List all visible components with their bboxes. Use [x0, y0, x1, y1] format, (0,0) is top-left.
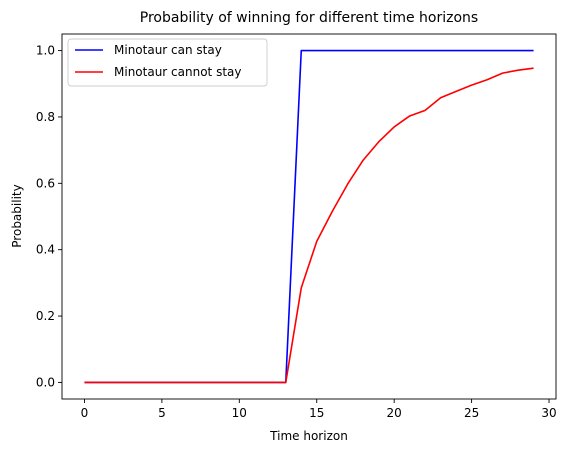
plot-frame	[61, 33, 557, 400]
y-tick-label: 0.2	[36, 309, 55, 323]
x-tick-label: 5	[158, 406, 166, 420]
series-line-minotaur-can-stay	[84, 49, 534, 384]
legend: Minotaur can stay Minotaur cannot stay	[67, 38, 268, 87]
x-tick-label: 10	[232, 406, 247, 420]
tick-group: 0 5 10 15 20 25 30 0.0 0.2 0.4 0.6 0.8 1.0	[36, 44, 557, 420]
legend-label-can-stay: Minotaur can stay	[114, 43, 222, 57]
x-tick-label: 15	[309, 406, 324, 420]
x-tick-label: 30	[541, 406, 556, 420]
legend-box	[67, 38, 268, 87]
series-group	[84, 49, 534, 384]
y-tick-label: 0.6	[36, 176, 55, 190]
x-axis-label: Time horizon	[269, 429, 348, 443]
x-tick-label: 25	[464, 406, 479, 420]
x-tick-label: 0	[81, 406, 89, 420]
legend-label-cannot-stay: Minotaur cannot stay	[114, 65, 241, 79]
x-tick-label: 20	[387, 406, 402, 420]
y-tick-label: 0.8	[36, 110, 55, 124]
y-tick-label: 1.0	[36, 44, 55, 58]
series-line-minotaur-cannot-stay	[84, 67, 534, 384]
y-tick-label: 0.4	[36, 243, 55, 257]
y-axis-label: Probability	[10, 184, 24, 247]
y-tick-label: 0.0	[36, 375, 55, 389]
chart-title: Probability of winning for different tim…	[140, 10, 478, 26]
